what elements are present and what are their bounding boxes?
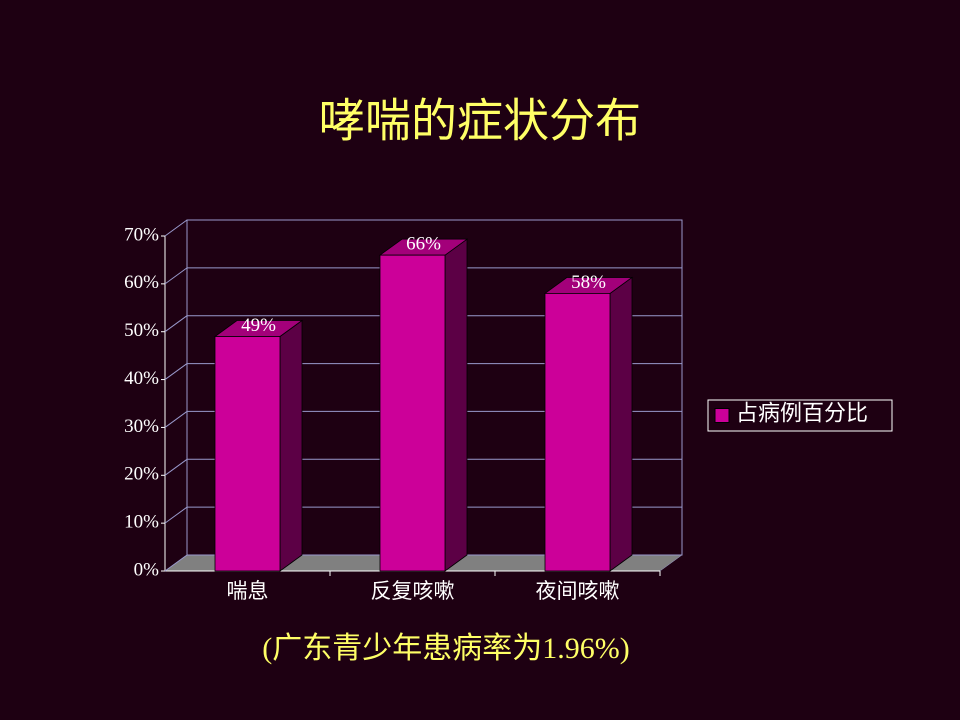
value-label: 49% xyxy=(241,315,276,336)
grid-line-side xyxy=(164,411,188,428)
y-tick-label: 50% xyxy=(124,320,159,341)
grid-line-side xyxy=(164,458,188,476)
annotation: (广东青少年患病率为1.96%) xyxy=(262,632,629,665)
x-tick-label: 喘息 xyxy=(227,579,269,603)
grid-line-side xyxy=(164,219,188,237)
y-tick-label: 40% xyxy=(124,368,159,389)
grid-line-side xyxy=(164,267,188,285)
bar-side xyxy=(279,319,303,572)
bar-side xyxy=(444,238,468,572)
grid-line-side xyxy=(164,315,188,333)
bar-side xyxy=(609,276,633,572)
y-tick-label: 60% xyxy=(124,272,159,293)
legend-label: 占病例百分比 xyxy=(736,401,868,426)
bar xyxy=(544,293,611,572)
x-tick-label: 夜间咳嗽 xyxy=(536,579,620,603)
y-tick-label: 30% xyxy=(124,416,159,437)
y-tick-label: 70% xyxy=(124,224,159,245)
grid-line-side xyxy=(164,363,188,380)
chart-title: 哮喘的症状分布 xyxy=(319,96,641,147)
y-tick-label: 0% xyxy=(134,559,160,580)
x-tick-label: 反复咳嗽 xyxy=(371,579,455,603)
value-label: 66% xyxy=(406,234,441,255)
y-tick-label: 10% xyxy=(124,512,159,533)
legend-box xyxy=(707,399,893,432)
y-tick-label: 20% xyxy=(124,464,159,485)
grid-line-side xyxy=(164,554,188,572)
value-label: 58% xyxy=(571,272,606,293)
legend-swatch xyxy=(714,408,730,423)
bar xyxy=(214,336,281,572)
bar xyxy=(379,254,446,572)
grid-line-side xyxy=(164,506,188,524)
